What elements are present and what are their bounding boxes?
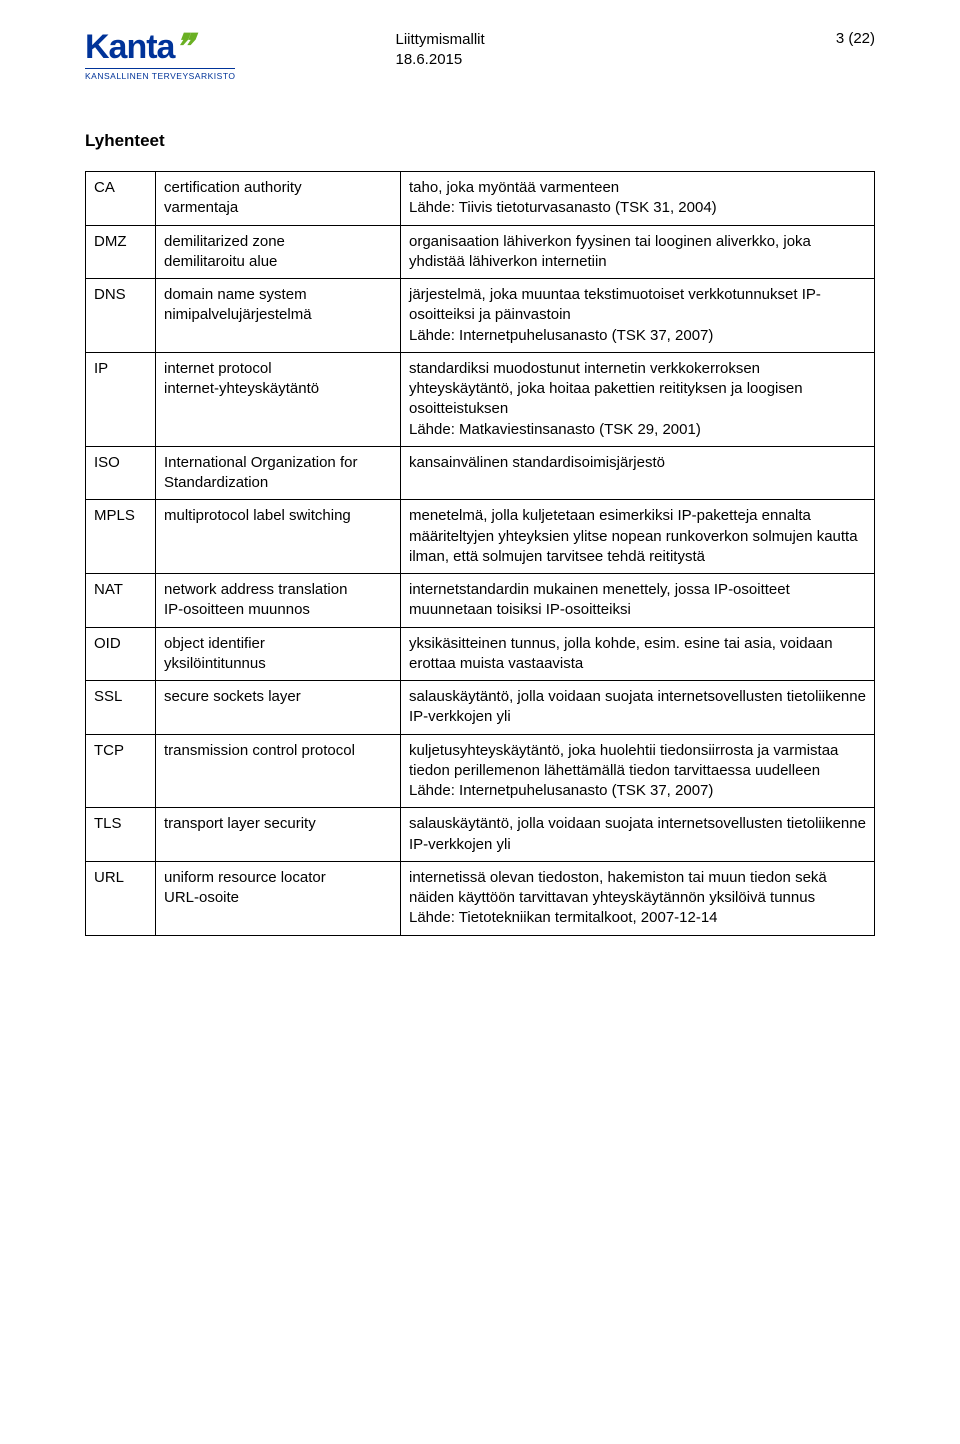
- def-cell: internetstandardin mukainen menettely, j…: [401, 574, 875, 628]
- term-cell: multiprotocol label switching: [156, 500, 401, 574]
- table-row: MPLS multiprotocol label switching menet…: [86, 500, 875, 574]
- abbreviations-table: CA certification authorityvarmentaja tah…: [85, 171, 875, 936]
- abbr-cell: TLS: [86, 808, 156, 862]
- abbr-cell: CA: [86, 172, 156, 226]
- page: Kanta❞ KANSALLINEN TERVEYSARKISTO Liitty…: [0, 0, 960, 1444]
- def-cell: kansainvälinen standardisoimisjärjestö: [401, 446, 875, 500]
- term-cell: uniform resource locatorURL-osoite: [156, 861, 401, 935]
- abbr-cell: OID: [86, 627, 156, 681]
- term-cell: internet protocolinternet-yhteyskäytäntö: [156, 352, 401, 446]
- def-cell: salauskäytäntö, jolla voidaan suojata in…: [401, 808, 875, 862]
- def-cell: kuljetusyhteyskäytäntö, joka huolehtii t…: [401, 734, 875, 808]
- term-cell: transport layer security: [156, 808, 401, 862]
- abbr-cell: DMZ: [86, 225, 156, 279]
- def-cell: standardiksi muodostunut internetin verk…: [401, 352, 875, 446]
- abbr-cell: DNS: [86, 279, 156, 353]
- page-header: Kanta❞ KANSALLINEN TERVEYSARKISTO Liitty…: [85, 30, 875, 81]
- header-center: Liittymismallit 18.6.2015: [235, 30, 795, 71]
- def-cell: järjestelmä, joka muuntaa tekstimuotoise…: [401, 279, 875, 353]
- table-row: TLS transport layer security salauskäytä…: [86, 808, 875, 862]
- def-cell: menetelmä, jolla kuljetetaan esimerkiksi…: [401, 500, 875, 574]
- term-cell: object identifieryksilöintitunnus: [156, 627, 401, 681]
- term-cell: domain name systemnimipalvelujärjestelmä: [156, 279, 401, 353]
- term-cell: transmission control protocol: [156, 734, 401, 808]
- abbr-cell: ISO: [86, 446, 156, 500]
- table-row: OID object identifieryksilöintitunnus yk…: [86, 627, 875, 681]
- table-row: NAT network address translationIP-osoitt…: [86, 574, 875, 628]
- abbr-cell: TCP: [86, 734, 156, 808]
- abbr-cell: SSL: [86, 681, 156, 735]
- def-cell: organisaation lähiverkon fyysinen tai lo…: [401, 225, 875, 279]
- abbr-cell: URL: [86, 861, 156, 935]
- logo-subtext: KANSALLINEN TERVEYSARKISTO: [85, 68, 235, 81]
- logo-wordmark: Kanta❞: [85, 30, 235, 64]
- logo-text: Kanta: [85, 28, 174, 66]
- def-cell: taho, joka myöntää varmenteenLähde: Tiiv…: [401, 172, 875, 226]
- table-row: SSL secure sockets layer salauskäytäntö,…: [86, 681, 875, 735]
- doc-title: Liittymismallit: [395, 30, 795, 50]
- table-row: URL uniform resource locatorURL-osoite i…: [86, 861, 875, 935]
- def-cell: yksikäsitteinen tunnus, jolla kohde, esi…: [401, 627, 875, 681]
- term-cell: certification authorityvarmentaja: [156, 172, 401, 226]
- leaf-icon: ❞: [172, 30, 194, 64]
- table-body: CA certification authorityvarmentaja tah…: [86, 172, 875, 936]
- abbr-cell: IP: [86, 352, 156, 446]
- table-row: CA certification authorityvarmentaja tah…: [86, 172, 875, 226]
- header-page-number: 3 (22): [795, 30, 875, 47]
- table-row: TCP transmission control protocol kuljet…: [86, 734, 875, 808]
- table-row: DMZ demilitarized zonedemilitaroitu alue…: [86, 225, 875, 279]
- term-cell: secure sockets layer: [156, 681, 401, 735]
- section-title: Lyhenteet: [85, 131, 875, 151]
- abbr-cell: NAT: [86, 574, 156, 628]
- logo: Kanta❞ KANSALLINEN TERVEYSARKISTO: [85, 30, 235, 81]
- table-row: ISO International Organization for Stand…: [86, 446, 875, 500]
- table-row: DNS domain name systemnimipalvelujärjest…: [86, 279, 875, 353]
- def-cell: internetissä olevan tiedoston, hakemisto…: [401, 861, 875, 935]
- term-cell: demilitarized zonedemilitaroitu alue: [156, 225, 401, 279]
- doc-date: 18.6.2015: [395, 50, 795, 70]
- def-cell: salauskäytäntö, jolla voidaan suojata in…: [401, 681, 875, 735]
- table-row: IP internet protocolinternet-yhteyskäytä…: [86, 352, 875, 446]
- term-cell: International Organization for Standardi…: [156, 446, 401, 500]
- term-cell: network address translationIP-osoitteen …: [156, 574, 401, 628]
- abbr-cell: MPLS: [86, 500, 156, 574]
